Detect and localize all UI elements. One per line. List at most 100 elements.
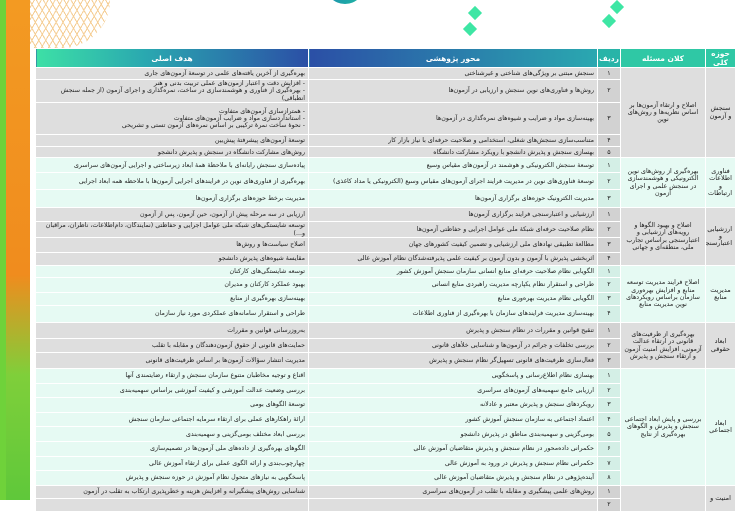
- main-goal-cell: بررسی ابعاد مختلف بومی‌گزینی و سهمیه‌بند…: [35, 426, 309, 442]
- header-domain: حوزه کلی: [705, 48, 736, 68]
- row-number-cell: ۱: [597, 265, 621, 279]
- macro-issue-cell: اصلاح و ارتقاء آزمون‌ها بر اساس نظریه‌ها…: [620, 66, 706, 159]
- research-axis-cell: طراحی و استقرار نظام یکپارچه مدیریت راهب…: [308, 277, 598, 294]
- decorative-diamond: [609, 0, 625, 15]
- main-goal-cell: - همترازسازی آزمون‌های متفاوت - استاندار…: [35, 102, 309, 136]
- main-goal-cell: به‌روزرسانی قوانین و مقررات: [35, 322, 309, 340]
- research-axis-cell: توسعهٔ سنجش الکترونیکی و هوشمند در آزمون…: [308, 157, 598, 174]
- macro-issue-cell: بهره‌گیری از ظرفیت‌های قانونی در ارتقاء …: [620, 322, 706, 370]
- row-number-cell: ۵: [597, 426, 621, 442]
- macro-issue-cell: اصلاح فرایند مدیریت توسعه منابع و افزایش…: [620, 265, 706, 324]
- row-number-cell: ۳: [597, 189, 621, 209]
- research-axis-cell: حکمرانی داده‌محور در نظام سنجش و پذیرش م…: [308, 441, 598, 457]
- main-goal-cell: توسعهٔ الگوهای بومی: [35, 397, 309, 413]
- main-goal-cell: چهارچوب‌بندی و ارائه الگوی عملی برای ارت…: [35, 455, 309, 472]
- main-goal-cell: الگوهای بهره‌گیری از داده‌های ملی آزمون‌…: [35, 441, 309, 457]
- header-research-axis: محور پژوهشی: [308, 48, 598, 68]
- row-number-cell: ۳: [597, 397, 621, 413]
- main-goal-cell: بهینه‌سازی بهره‌گیری از منابع: [35, 292, 309, 307]
- main-goal-cell: شناسایی روش‌های پیشگیرانه و افزایش هزینه…: [35, 484, 309, 499]
- table-row: ۷ حکمرانی نظام سنجش و پذیرش در ورود به آم…: [35, 455, 736, 472]
- research-axis-cell: مطالعهٔ تطبیقی نهادهای ملی ارزشیابی و تض…: [308, 237, 598, 254]
- main-goal-cell: پیاده‌سازی سنجش رایانه‌ای با ملاحظهٔ همه…: [35, 157, 309, 174]
- decorative-diamond: [467, 5, 483, 21]
- domain-cell: فناوری اطلاعات و ارتباطات: [705, 157, 736, 209]
- research-axis-cell: ارزشیابی و اعتبارسنجی فرایند برگزاری آزم…: [308, 207, 598, 223]
- research-axis-cell: ارزیابی جامع سهمیه‌های آزمون‌های سراسری: [308, 382, 598, 399]
- research-axis-cell: الگویابی نظام صلاحیت حرفه‌ای منابع انسان…: [308, 265, 598, 279]
- main-goal-cell: حمایت‌های قانونی از حقوق آزمون‌دهندگان و…: [35, 338, 309, 354]
- research-axis-cell: بررسی تخلفات و جرائم در آزمون‌ها و شناسا…: [308, 338, 598, 354]
- table-row: ۲ روش‌ها و فناوری‌های نوین سنجش و ارزیابی…: [35, 78, 736, 104]
- table-row: ۳ مطالعهٔ تطبیقی نهادهای ملی ارزشیابی و ت…: [35, 237, 736, 254]
- domain-cell: امنیت و: [705, 484, 736, 512]
- domain-cell: سنجش و آزمون: [705, 66, 736, 159]
- research-axis-cell: اعتماد اجتماعی به سازمان سنجش آموزش کشور: [308, 411, 598, 428]
- row-number-cell: ۸: [597, 470, 621, 486]
- main-goal-cell: بررسی وضعیت عدالت آموزشی و کیفیت آموزشی …: [35, 382, 309, 399]
- table-row: ۵ بومی‌گزینی و سهمیه‌بندی مناطق در پذیرش …: [35, 426, 736, 442]
- row-number-cell: ۱: [597, 484, 621, 499]
- research-axis-cell: روش‌ها و فناوری‌های نوین سنجش و ارزیابی …: [308, 78, 598, 104]
- decorative-diamond: [601, 13, 617, 29]
- row-number-cell: ۷: [597, 455, 621, 472]
- main-goal-cell: بهره‌گیری از آخرین یافته‌های علمی در توس…: [35, 67, 309, 80]
- table-row: فناوری اطلاعات و ارتباطات بهره‌گیری از رو…: [35, 157, 736, 209]
- row-number-cell: ۳: [597, 237, 621, 254]
- main-goal-cell: روش‌های مشارکت دانشگاه در سنجش و پذیرش د…: [35, 146, 309, 159]
- table-row: مدیریت منابع اصلاح فرایند مدیریت توسعه من…: [35, 265, 736, 324]
- table-row: ۲ نظام صلاحیت حرفه‌ای شبکهٔ ملی عوامل اجر…: [35, 221, 736, 239]
- main-goal-cell: اصلاح سیاست‌ها و روش‌ها: [35, 237, 309, 254]
- research-axis-cell: بومی‌گزینی و سهمیه‌بندی مناطق در پذیرش د…: [308, 426, 598, 442]
- row-number-cell: ۱: [597, 368, 621, 384]
- decorative-net-graphic: [30, 0, 110, 48]
- decorative-side-strip: [0, 0, 30, 500]
- row-number-cell: ۱: [597, 67, 621, 80]
- research-axis-cell: توسعهٔ فناوری‌های نوین در مدیریت فرایند …: [308, 172, 598, 191]
- table-row: ابعاد اجتماعی بررسی و پایش ابعاد اجتماعی …: [35, 368, 736, 486]
- row-number-cell: ۱: [597, 157, 621, 174]
- research-axis-cell: حکمرانی نظام سنجش و پذیرش در ورود به آمو…: [308, 455, 598, 472]
- header-macro-issue: کلان مسئله: [620, 48, 706, 68]
- research-axis-cell: بهسازی نظام اطلاع‌رسانی و پاسخگویی: [308, 368, 598, 384]
- row-number-cell: ۱: [597, 207, 621, 223]
- research-axis-cell: فعال‌سازی ظرفیت‌های قانونی تسهیل‌گر نظام…: [308, 352, 598, 370]
- row-number-cell: ۲: [597, 221, 621, 239]
- table-row: ابعاد حقوقی بهره‌گیری از ظرفیت‌های قانونی…: [35, 322, 736, 370]
- main-goal-cell: مقایسهٔ شیوه‌های پذیرش دانشجو: [35, 252, 309, 267]
- row-number-cell: ۲: [597, 277, 621, 294]
- research-axis-cell: روش‌های علمی پیشگیری و مقابله با تقلب در…: [308, 484, 598, 499]
- row-number-cell: ۱: [597, 322, 621, 340]
- main-goal-cell: پاسخگویی به نیازهای متحول نظام آموزش در …: [35, 470, 309, 486]
- main-goal-cell: بهره‌گیری از فناوری‌های نوین در فرایندها…: [35, 172, 309, 191]
- domain-cell: ابعاد حقوقی: [705, 322, 736, 370]
- table-row: ۲ توسعهٔ فناوری‌های نوین در مدیریت فرایند…: [35, 172, 736, 191]
- main-goal-cell: اقناع و توجیه مخاطبان متنوع سازمان سنجش …: [35, 368, 309, 384]
- table-row: ۴ اثربخشی پذیرش با آزمون و بدون آزمون بر …: [35, 252, 736, 267]
- row-number-cell: ۲: [597, 78, 621, 104]
- research-axis-cell: مدیریت الکترونیک حوزه‌های برگزاری آزمون‌…: [308, 189, 598, 209]
- domain-cell: مدیریت منابع: [705, 265, 736, 324]
- macro-issue-cell: [620, 484, 706, 512]
- main-goal-cell: ارائهٔ راهکارهای عملی برای ارتقاء سرمایه…: [35, 411, 309, 428]
- decorative-circle: [325, 0, 365, 4]
- table-row: ۳ فعال‌سازی ظرفیت‌های قانونی تسهیل‌گر نظا…: [35, 352, 736, 370]
- macro-issue-cell: بررسی و پایش ابعاد اجتماعی سنجش و پذیرش …: [620, 368, 706, 486]
- table-row: امنیت و ۱ روش‌های علمی پیشگیری و مقابله با…: [35, 484, 736, 512]
- research-axis-cell: [308, 497, 598, 512]
- research-axis-cell: تنقیح قوانین و مقررات در نظام سنجش و پذی…: [308, 322, 598, 340]
- research-axis-cell: بهینه‌سازی مواد و ضرایب و شیوه‌های نمره‌…: [308, 102, 598, 136]
- row-number-cell: ۴: [597, 134, 621, 148]
- row-number-cell: ۳: [597, 102, 621, 136]
- row-number-cell: ۲: [597, 382, 621, 399]
- macro-issue-cell: بهره‌گیری از روش‌های نوین الکترونیکی و ه…: [620, 157, 706, 209]
- row-number-cell: ۲: [597, 338, 621, 354]
- research-axis-cell: بهسازی سنجش و پذیرش دانشجو با رویکرد مشا…: [308, 146, 598, 159]
- header-main-goal: هدف اصلی: [35, 48, 309, 68]
- research-axis-cell: الگویابی نظام مدیریت بهره‌وری منابع: [308, 292, 598, 307]
- domain-cell: ارزشیابی و اعتبارسنجی: [705, 207, 736, 267]
- research-axis-cell: آینده‌پژوهی در نظام سنجش و پذیرش متقاضیا…: [308, 470, 598, 486]
- table-row: ۵ بهسازی سنجش و پذیرش دانشجو با رویکرد مش…: [35, 146, 736, 159]
- row-number-cell: ۴: [597, 305, 621, 324]
- table-row: ۴ اعتماد اجتماعی به سازمان سنجش آموزش کشو…: [35, 411, 736, 428]
